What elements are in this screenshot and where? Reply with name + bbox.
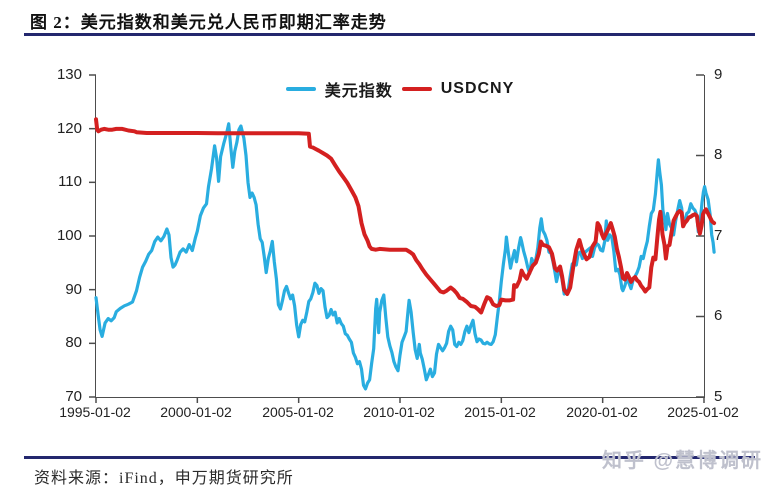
- left-axis-tick-100: 100: [56, 227, 82, 244]
- series-line-dxy: [94, 122, 716, 391]
- left-axis-tick-110: 110: [58, 173, 82, 190]
- usdcny-legend-label: USDCNY: [440, 80, 515, 97]
- right-axis-tick-7: 7: [714, 227, 723, 244]
- right-axis-tick-8: 8: [714, 146, 723, 163]
- left-axis-tick-70: 70: [65, 388, 82, 405]
- x-axis-tick-2025: 2025-01-02: [667, 404, 739, 420]
- series-line-usdcny: [94, 117, 717, 315]
- usdcny-legend-line-swatch: [401, 86, 432, 92]
- right-axis-tick-5: 5: [714, 388, 723, 405]
- left-axis-tick-130: 130: [56, 66, 82, 83]
- x-axis-tick-1995: 1995-01-02: [59, 404, 131, 420]
- left-axis-tick-90: 90: [65, 281, 82, 298]
- right-axis-tick-9: 9: [714, 66, 723, 83]
- dxy-legend-line-swatch: [285, 86, 316, 92]
- title-underline: [24, 33, 755, 36]
- x-axis-tick-2010: 2010-01-02: [363, 404, 435, 420]
- x-axis-tick-2015: 2015-01-02: [464, 404, 536, 420]
- watermark: 知乎 @慧博调研: [601, 450, 763, 472]
- chart-legend: 美元指数 USDCNY: [96, 77, 704, 101]
- right-axis-tick-6: 6: [714, 307, 723, 324]
- left-axis-tick-120: 120: [56, 120, 82, 137]
- chart-canvas: [89, 74, 717, 403]
- dxy-legend-label: 美元指数: [324, 83, 393, 100]
- figure-title: 图 2：美元指数和美元兑人民币即期汇率走势: [30, 13, 387, 32]
- source-note: 资料来源：iFind，申万期货研究所: [34, 470, 294, 487]
- chart-plot-area: 美元指数 USDCNY: [89, 74, 717, 403]
- x-axis-tick-2020: 2020-01-02: [566, 404, 638, 420]
- footer-divider: [24, 456, 755, 459]
- left-axis-tick-80: 80: [65, 334, 82, 351]
- x-axis-tick-2000: 2000-01-02: [160, 404, 232, 420]
- x-axis-tick-2005: 2005-01-02: [262, 404, 334, 420]
